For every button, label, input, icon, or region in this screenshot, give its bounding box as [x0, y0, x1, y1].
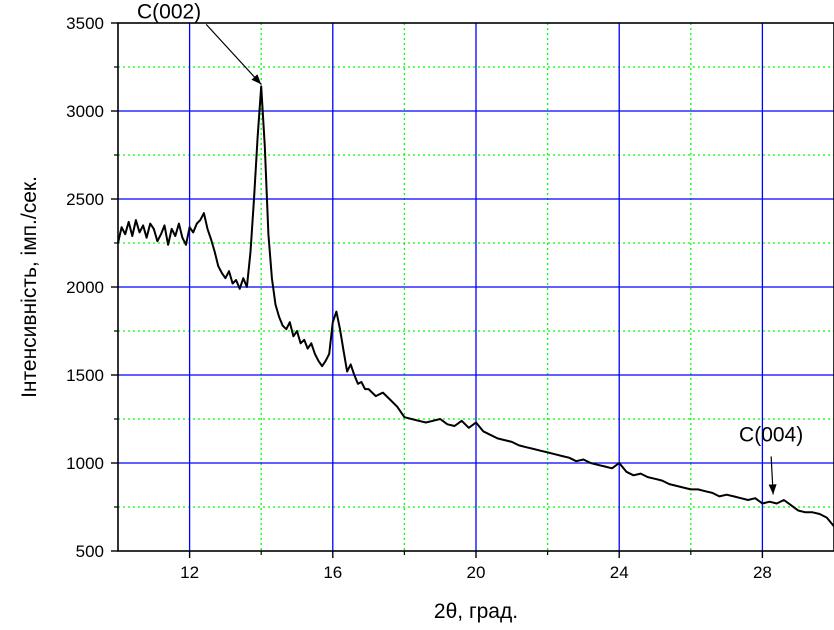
series-layer — [117, 85, 834, 528]
x-tick-label: 12 — [180, 563, 199, 582]
y-tick-label: 3500 — [66, 14, 104, 33]
axis-ticks — [111, 22, 764, 558]
x-axis-title: 2θ, град. — [434, 600, 518, 623]
y-axis-title: Інтенсивність, імп./сек. — [18, 176, 41, 398]
y-tick-label: 500 — [76, 542, 104, 561]
y-tick-label: 3000 — [66, 102, 104, 121]
y-tick-label: 2000 — [66, 278, 104, 297]
x-tick-label: 16 — [323, 563, 342, 582]
annotation-arrowhead — [251, 74, 262, 85]
tick-labels: 12 16 20 24 28 500 1000 1500 2000 2500 3000 3500 — [66, 14, 772, 582]
x-tick-label: 28 — [753, 563, 772, 582]
annotation-label: C(002) — [137, 0, 201, 23]
annotation-arrow — [205, 23, 262, 85]
diffraction-curve — [117, 85, 834, 528]
annotation-label: C(004) — [739, 423, 803, 446]
x-tick-label: 24 — [610, 563, 629, 582]
annotation-arrowhead — [768, 484, 777, 495]
y-tick-label: 1500 — [66, 366, 104, 385]
x-tick-label: 20 — [467, 563, 486, 582]
y-tick-label: 2500 — [66, 190, 104, 209]
y-tick-label: 1000 — [66, 454, 104, 473]
annotations: C(002) C(004) — [137, 0, 803, 495]
major-grid — [118, 23, 834, 551]
